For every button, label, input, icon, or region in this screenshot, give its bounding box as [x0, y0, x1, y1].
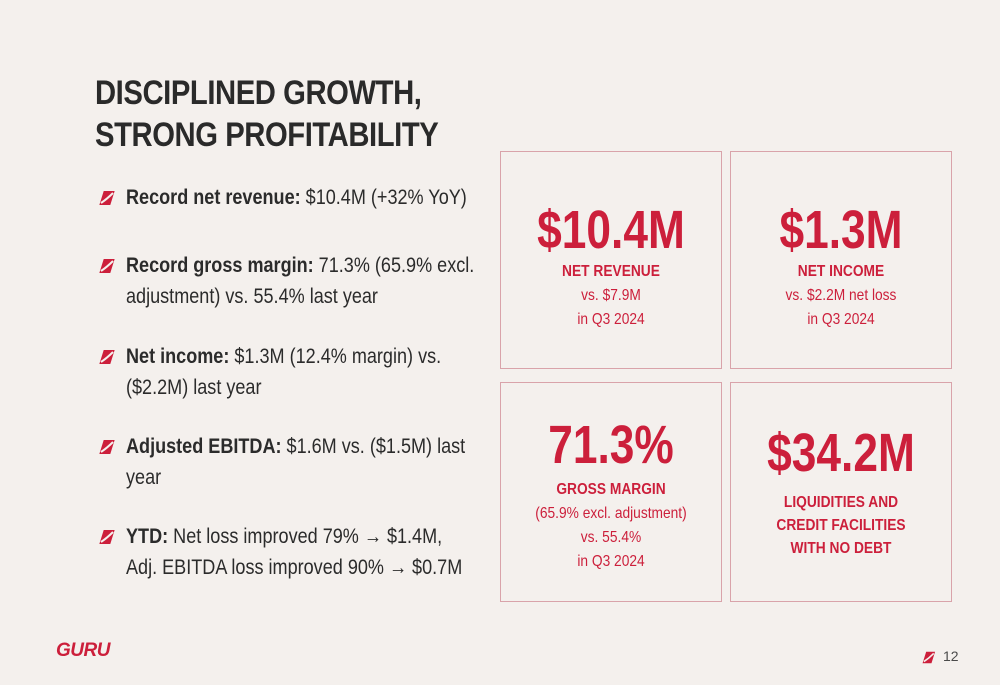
bullet-label: Net income:: [126, 345, 230, 368]
bullet-text: Net loss improved 79% → $1.4M,: [168, 525, 443, 548]
card-sub: in Q3 2024: [577, 311, 645, 328]
title-line-2: STRONG PROFITABILITY: [95, 116, 439, 154]
card-label: LIQUIDITIES AND: [783, 494, 899, 511]
card-sub: vs. $2.2M net loss: [785, 287, 897, 304]
card-label: NET REVENUE: [562, 263, 660, 280]
card-label: WITH NO DEBT: [790, 540, 892, 557]
bullet-text-cont: adjustment) vs. 55.4% last year: [126, 285, 378, 308]
card-sub: in Q3 2024: [577, 553, 645, 570]
slide-title: DISCIPLINED GROWTH, STRONG PROFITABILITY: [95, 72, 439, 156]
card-gross-margin: 71.3% GROSS MARGIN (65.9% excl. adjustme…: [500, 382, 722, 602]
card-liquidity: $34.2M LIQUIDITIES AND CREDIT FACILITIES…: [730, 382, 952, 602]
guru-leaf-icon: [920, 650, 937, 665]
card-label: CREDIT FACILITIES: [776, 517, 906, 534]
bullet-text: $1.6M vs. ($1.5M) last: [281, 435, 466, 458]
card-sub: vs. $7.9M: [581, 287, 641, 304]
card-sub: (65.9% excl. adjustment): [535, 505, 687, 522]
bullet-text-cont: year: [126, 466, 162, 489]
card-label: NET INCOME: [797, 263, 885, 280]
guru-leaf-icon: [96, 257, 117, 275]
card-sub: vs. 55.4%: [580, 529, 642, 546]
bullet-text: 71.3% (65.9% excl.: [313, 254, 475, 277]
guru-leaf-icon: [96, 189, 117, 207]
card-sub: in Q3 2024: [807, 311, 875, 328]
bullet-label: Adjusted EBITDA:: [126, 435, 282, 458]
title-line-1: DISCIPLINED GROWTH,: [95, 74, 422, 112]
guru-leaf-icon: [96, 528, 117, 546]
bullet-text: $10.4M (+32% YoY): [300, 186, 467, 209]
card-net-revenue: $10.4M NET REVENUE vs. $7.9M in Q3 2024: [500, 151, 722, 369]
bullet-label: YTD:: [126, 525, 169, 548]
bullet-label: Record net revenue:: [126, 186, 301, 209]
guru-logo: GURU: [56, 640, 110, 661]
page-number: 12: [943, 648, 959, 664]
card-value: $1.3M: [779, 200, 903, 260]
bullet-text: $1.3M (12.4% margin) vs.: [229, 345, 442, 368]
card-value: $34.2M: [767, 423, 915, 483]
bullet-text-cont: Adj. EBITDA loss improved 90% → $0.7M: [126, 556, 463, 579]
guru-leaf-icon: [96, 348, 117, 366]
bullet-label: Record gross margin:: [126, 254, 314, 277]
bullet-text-cont: ($2.2M) last year: [126, 376, 262, 399]
card-net-income: $1.3M NET INCOME vs. $2.2M net loss in Q…: [730, 151, 952, 369]
guru-leaf-icon: [96, 438, 117, 456]
card-label: GROSS MARGIN: [556, 481, 666, 498]
card-value: $10.4M: [537, 200, 685, 260]
card-value: 71.3%: [548, 415, 674, 475]
